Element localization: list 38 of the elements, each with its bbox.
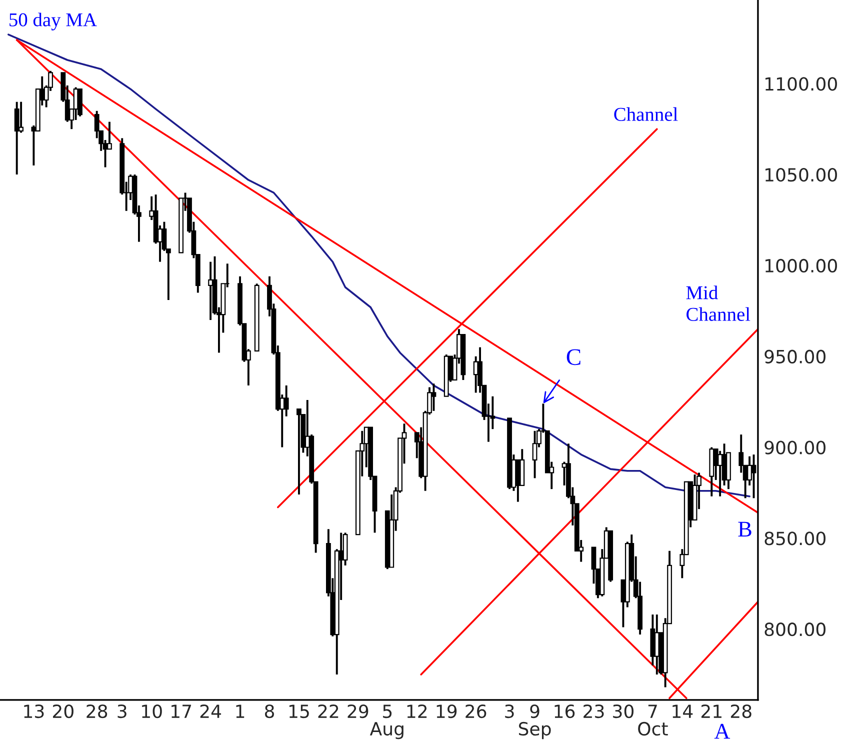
- x-tick-label: 20: [53, 704, 74, 718]
- x-tick-label: 10: [142, 704, 162, 718]
- x-tick-label: 28: [730, 704, 752, 718]
- x-tick-label: 12: [407, 704, 427, 718]
- annotation: A: [714, 724, 730, 739]
- x-tick-label: 1: [236, 704, 244, 718]
- x-tick-label: 19: [436, 704, 457, 718]
- y-tick-label: 950.00: [764, 350, 826, 364]
- x-tick-label: 8: [264, 704, 274, 718]
- x-tick-label: 26: [466, 704, 486, 718]
- x-tick-label: 15: [289, 704, 309, 718]
- y-tick-label: 850.00: [764, 532, 826, 546]
- annotation: C: [566, 349, 580, 366]
- x-tick-label: 13: [24, 704, 44, 718]
- y-tick-label: 900.00: [764, 440, 826, 454]
- x-tick-label: 14: [672, 704, 693, 718]
- x-tick-label: 5 Aug: [370, 704, 404, 740]
- annotation: B: [738, 522, 752, 537]
- x-tick-label: 21: [701, 704, 722, 718]
- x-tick-label: 3: [118, 704, 126, 718]
- annotation: Mid Channel: [686, 286, 750, 321]
- x-tick-label: 23: [584, 704, 604, 718]
- x-tick-label: 30: [613, 704, 634, 718]
- x-tick-label: 16: [554, 704, 575, 718]
- x-tick-label: 3: [505, 704, 514, 718]
- y-tick-label: 1050.00: [765, 168, 837, 182]
- annotation: 50 day MA: [10, 12, 97, 30]
- x-tick-label: 9 Sep: [518, 704, 551, 740]
- annotation: Channel: [614, 107, 678, 121]
- x-tick-label: 22: [318, 704, 338, 718]
- x-tick-label: 17: [172, 704, 192, 718]
- x-tick-label: 28: [86, 704, 108, 718]
- y-tick-label: 1100.00: [765, 77, 837, 91]
- x-tick-label: 24: [200, 704, 222, 718]
- x-tick-label: 29: [348, 704, 368, 718]
- y-tick-label: 800.00: [764, 622, 826, 636]
- x-tick-label: 7 Oct: [638, 704, 668, 736]
- y-tick-label: 1000.00: [765, 258, 837, 273]
